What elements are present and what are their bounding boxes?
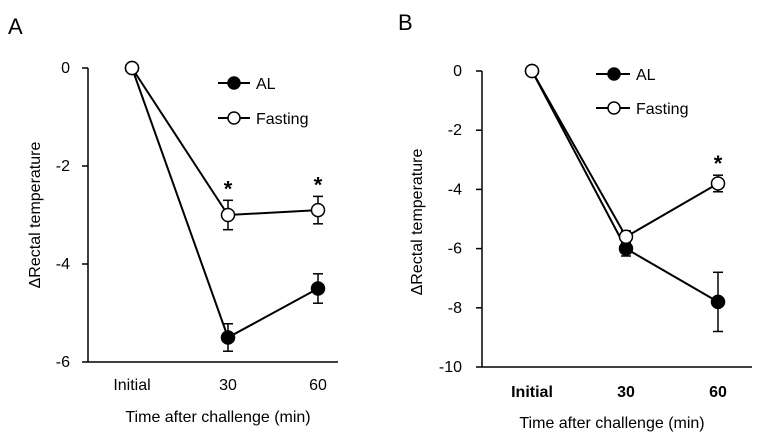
panel-b-y-axis-title: ΔRectal temperature [409,149,426,296]
panel-a-x-tick-label: 60 [309,377,327,394]
panel-a-point-fasting [220,207,236,223]
panel-b-point-al [710,294,726,310]
panel-b-x-tick-label: 30 [617,384,635,401]
panel-a-point-fasting [310,202,326,218]
panel-a-x-axis-title: Time after challenge (min) [125,409,310,426]
panel-b-y-tick-label: -10 [439,359,462,376]
panel-b-y-tick-label: -2 [448,122,462,139]
panel-a-y-tick-label: -2 [56,158,70,175]
panel-b-legend-label: Fasting [636,101,688,118]
panel-b-letter: B [398,10,413,35]
panel-b-legend-marker [607,101,621,115]
panel-a-point-al [310,281,326,296]
panel-a-legend-marker [227,111,241,125]
panel-a-point-fasting [124,60,140,76]
panel-b-x-axis-title: Time after challenge (min) [519,415,704,432]
panel-a-legend-marker [227,76,241,90]
panel-b-x-tick-label: 60 [709,384,727,401]
panel-b-x-tick-label: Initial [511,384,553,401]
panel-b-plot-area: 0 -2 -4 -6 -8 -10 Initial 30 60 * AL Fasting [439,63,727,401]
panel-a-significance-marker: * [224,176,233,201]
panel-a-plot-area: 0 -2 -4 -6 Initial 30 60 * * AL Fasting [56,60,327,394]
panel-a-significance-marker: * [314,172,323,197]
panel-a-y-tick-label: -4 [56,256,70,273]
panel-b-y-tick-label: -8 [448,300,462,317]
panel-a-letter: A [8,14,23,39]
panel-a-y-tick-label: -6 [56,354,70,371]
panel-b-point-fasting [524,63,540,79]
panel-a: A ΔRectal temperature Time after challen… [8,14,338,426]
panel-b-y-tick-label: 0 [453,63,462,80]
panel-b-point-fasting [618,229,634,245]
panel-b-y-tick-label: -6 [448,241,462,258]
panel-b-significance-marker: * [714,151,723,176]
panel-a-legend-label: Fasting [256,111,308,128]
panel-b: B ΔRectal temperature Time after challen… [398,10,752,432]
panel-a-y-tick-label: 0 [61,60,70,77]
panel-b-series-line-fasting [531,70,719,239]
panel-a-series-line-al [131,67,319,339]
panel-a-y-axis-title: ΔRectal temperature [27,142,44,289]
panel-b-legend-marker [607,67,621,81]
panel-b-series-line-al [531,70,719,303]
panel-a-x-tick-label: Initial [113,377,150,394]
panel-a-x-tick-label: 30 [219,377,237,394]
panel-b-legend-label: AL [636,67,656,84]
panel-b-point-fasting [710,176,726,191]
panel-a-point-al [220,330,236,345]
panel-a-legend-label: AL [256,76,276,93]
panel-b-point-al [618,241,634,256]
panel-b-y-tick-label: -4 [448,181,462,198]
